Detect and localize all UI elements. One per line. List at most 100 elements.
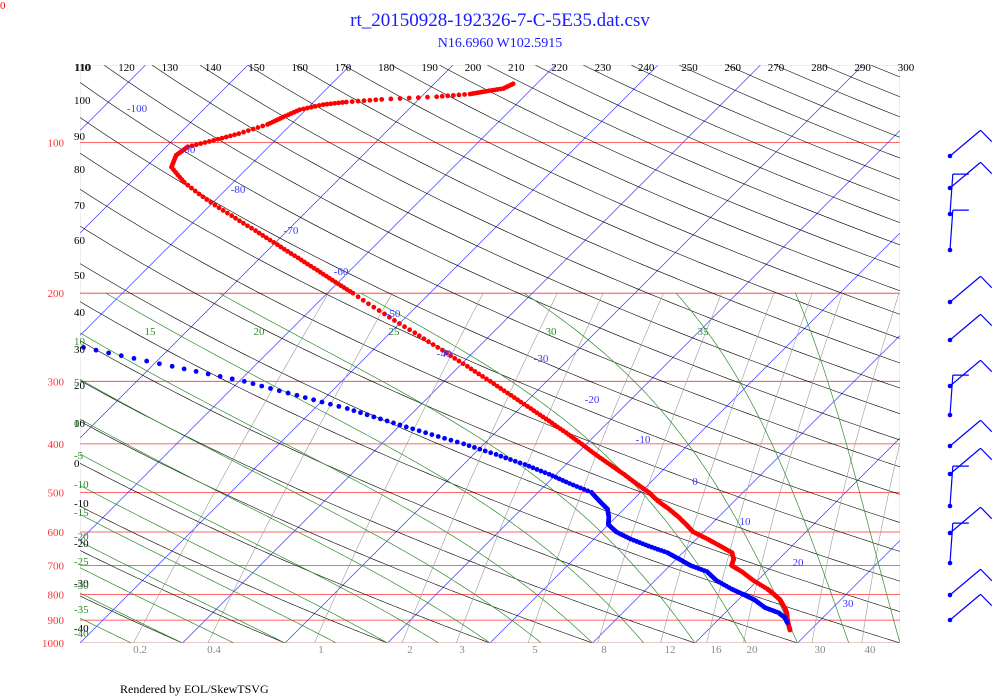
dry-adiabat-left-label: 60 [74,235,86,247]
wind-barb-staff [949,161,981,189]
moist-adiabat-left-label: -15 [74,507,89,519]
wind-barb [947,568,993,598]
dewpoint-point [144,358,150,364]
wind-barb-flag [980,506,993,520]
dry-adiabat-line [80,340,798,643]
render-credit: Rendered by EOL/SkewTSVG [120,682,269,696]
temperature-point [223,134,229,140]
temperature-point [216,205,222,211]
temperature-point [189,143,195,149]
wind-barb-flag [980,313,993,327]
temperature-point [355,98,361,104]
dewpoint-point [488,450,494,456]
dry-adiabat-left-label: 20 [74,380,86,392]
dry-adiabat-left-label: -40 [74,623,89,635]
dewpoint-point [169,363,175,369]
dry-adiabat-line [80,462,491,643]
wind-barb-staff [949,568,981,596]
dry-adiabat-line [918,65,1000,643]
dry-adiabat-left-label: 70 [74,200,86,212]
wind-barb-staff [949,210,954,251]
wind-barb [947,506,993,536]
isotherm-line [80,65,351,336]
mixing-ratio-label: 16 [711,644,723,656]
dry-adiabat-line [80,505,388,643]
mixing-ratio-label: 20 [747,644,759,656]
wind-barb-flag [980,447,993,461]
dewpoint-point [229,376,235,382]
dewpoint-point [517,460,523,466]
dry-adiabat-line [295,65,900,339]
temperature-point [316,103,322,108]
temperature-point [189,185,194,191]
temperature-point [491,381,497,387]
moist-adiabat-line [675,292,850,643]
temperature-point [241,220,246,226]
dewpoint-point [217,374,223,379]
profile-layer [69,81,793,633]
dry-adiabat-label: 140 [205,62,222,74]
temperature-point [206,139,212,144]
temperature-point [241,129,246,135]
pressure-tick-label: 600 [48,527,65,539]
dry-adiabat-left-label: 40 [74,307,86,319]
moist-adiabat-line [80,642,81,643]
mixing-ratio-line [706,293,813,643]
dewpoint-point [81,345,86,350]
temperature-point [208,199,214,205]
moist-adiabat-label: 15 [145,326,157,338]
moist-adiabat-label: 20 [254,326,266,338]
dewpoint-point [294,392,300,398]
isotherm-line [80,65,249,234]
dry-adiabat-line [247,65,900,364]
temperature-point [211,137,217,143]
isotherm-line [0,65,43,643]
isotherm-line [797,540,900,643]
temperature-point [202,140,208,145]
temperature-point [397,96,403,101]
dry-adiabat-label: 270 [768,62,785,74]
pressure-tick-label: 400 [48,439,65,451]
wind-barb-staff [949,466,954,507]
dry-adiabat-line [103,65,900,441]
wind-barb [947,522,969,566]
temperature-point [193,142,199,148]
temperature-point [215,136,221,142]
temperature-point [421,336,427,342]
dewpoint-point [391,420,396,426]
temperature-point [501,388,507,394]
temperature-point [285,248,291,254]
wind-barb [947,374,969,418]
dewpoint-point [570,482,576,488]
mixing-ratio-line [743,293,843,643]
dewpoint-point [351,408,357,414]
isotherm-label: 0 [692,476,698,488]
temperature-point [373,97,379,103]
dewpoint-point [416,428,422,434]
isotherm-line [80,65,556,541]
temperature-point [275,242,280,248]
dry-adiabat-left-label: 30 [74,344,86,356]
temperature-point [508,392,514,398]
wind-barb-staff [949,275,981,303]
temperature-point [237,218,242,224]
temperature-point [435,345,441,350]
moist-adiabat-line [80,453,439,643]
dewpoint-point [546,471,552,477]
dewpoint-point [311,397,317,403]
dry-adiabat-line [630,65,900,180]
pressure-tick-label: 200 [48,288,65,300]
temperature-point [253,228,258,234]
moist-adiabat-line [80,484,388,643]
dry-adiabat-left-label: 110 [74,62,91,74]
temperature-point [450,92,456,98]
dewpoint-point [69,342,74,347]
dry-adiabat-label: 280 [811,62,828,74]
temperature-point [452,356,458,361]
mixing-ratio-line [811,293,900,643]
dewpoint-point [429,432,435,437]
isotherm-label: -80 [231,184,246,196]
moist-adiabat-line [80,592,183,643]
temperature-point [260,123,266,129]
